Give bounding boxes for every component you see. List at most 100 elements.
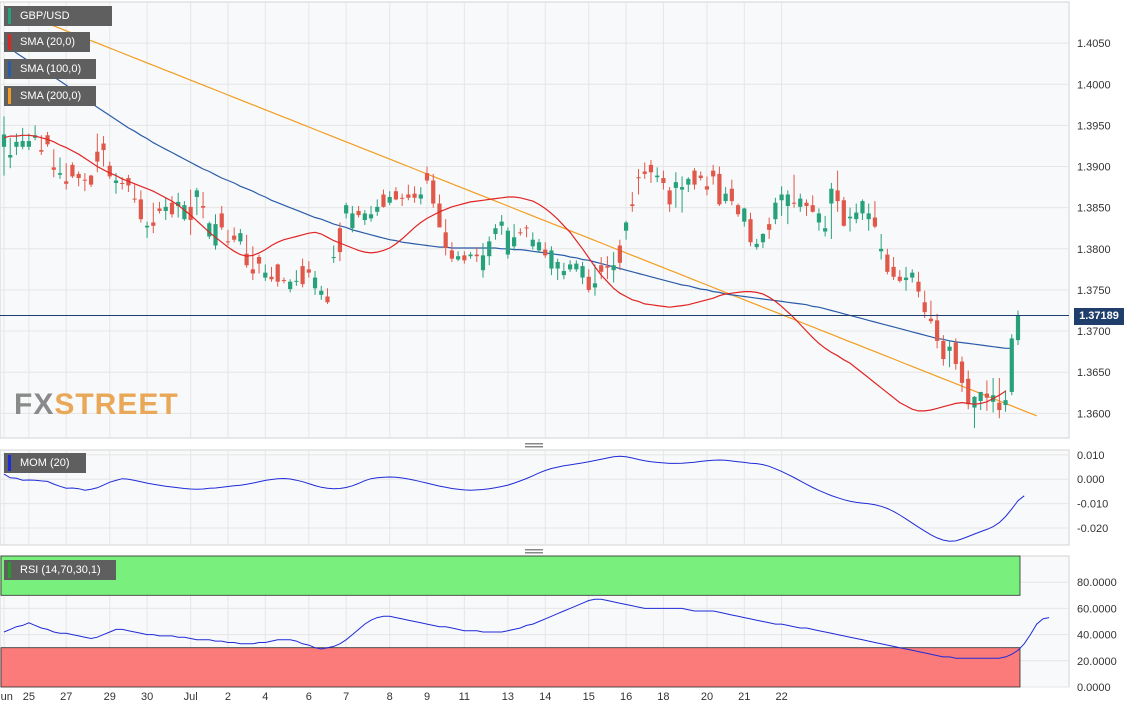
candle-body: [692, 170, 697, 185]
candle-body: [443, 232, 448, 248]
x-tick-label: 21: [738, 691, 750, 703]
candle-body: [294, 280, 299, 282]
candle-body: [250, 269, 255, 274]
legend-symbol-swatch: [8, 8, 11, 24]
candle-body: [344, 205, 349, 214]
candle-body: [959, 361, 965, 383]
candle-body: [51, 167, 56, 170]
candle-body: [431, 180, 436, 204]
candle-body: [57, 173, 63, 175]
candle-body: [903, 277, 909, 281]
candle-body: [387, 196, 392, 203]
candle-body: [555, 261, 560, 269]
candle-body: [704, 186, 710, 190]
candle-body: [393, 191, 399, 200]
candle-body: [630, 204, 635, 207]
candle-body: [586, 276, 591, 290]
price-tick-label: 1.4000: [1077, 79, 1111, 91]
candle-body: [935, 320, 940, 341]
candle-body: [82, 179, 87, 181]
x-tick-label: 29: [104, 691, 116, 703]
candle-body: [599, 265, 604, 272]
candle-body: [1009, 338, 1014, 392]
legend-rsi: RSI (14,70,30,1): [4, 560, 116, 580]
x-tick-label: 15: [583, 691, 595, 703]
candle-body: [1, 134, 7, 147]
candle-body: [916, 281, 921, 292]
candle-body: [487, 241, 492, 257]
candle-body: [941, 340, 946, 360]
candle-body: [325, 296, 330, 303]
x-tick-label: 27: [60, 691, 72, 703]
candle-body: [729, 188, 734, 202]
candle-body: [723, 193, 728, 202]
legend-sma100: SMA (100,0): [4, 59, 96, 79]
candle-body: [238, 233, 243, 242]
candle-body: [64, 181, 69, 184]
legend-sma20-swatch: [8, 34, 11, 50]
candle-body: [88, 175, 94, 185]
price-tick-label: 1.3600: [1077, 408, 1111, 420]
rsi-overbought-zone: [0, 555, 1021, 596]
candle-body: [642, 171, 647, 174]
candle-body: [39, 150, 44, 152]
candle-body: [281, 280, 287, 282]
candle-body: [798, 198, 803, 207]
sma200-line: [3, 5, 1037, 417]
candle-body: [132, 198, 137, 200]
candle-body: [269, 276, 274, 280]
candle-body: [437, 203, 442, 228]
rsi-line: [3, 598, 1050, 659]
candle-body: [543, 249, 548, 256]
candle-body: [101, 143, 106, 151]
candle-body: [673, 182, 678, 188]
candle-body: [966, 378, 971, 405]
candle-body: [70, 164, 75, 177]
candle-body: [350, 213, 355, 229]
candle-body: [418, 194, 423, 199]
candle-body: [847, 216, 853, 219]
price-tick-label: 1.3850: [1077, 203, 1111, 215]
candle-body: [879, 248, 884, 252]
candle-body: [499, 221, 504, 226]
legend-symbol-label: GBP/USD: [20, 10, 70, 22]
candle-body: [810, 205, 815, 212]
candle-body: [711, 170, 716, 177]
candle-body: [232, 235, 237, 240]
watermark-fx: FX: [14, 388, 55, 421]
x-tick-label: 18: [657, 691, 669, 703]
candle-body: [188, 206, 193, 220]
candle-body: [698, 175, 703, 179]
candle-body: [319, 290, 324, 295]
pane-resize-handle-2a: [525, 549, 543, 551]
candle-body: [829, 188, 834, 204]
fxstreet-watermark: FXSTREET: [14, 388, 179, 422]
mom-line: [3, 455, 1025, 542]
sma20-line: [3, 134, 1006, 412]
x-tick-label: 20: [701, 691, 713, 703]
legend-sma20-label: SMA (20,0): [20, 36, 76, 48]
candle-body: [530, 239, 535, 247]
candle-body: [767, 224, 772, 230]
candle-body: [854, 212, 859, 220]
x-tick-label: Jul: [184, 691, 198, 703]
candle-body: [580, 266, 585, 278]
x-tick-label: 2: [225, 691, 231, 703]
legend-mom: MOM (20): [4, 453, 86, 473]
x-tick-label: 25: [23, 691, 35, 703]
candle-body: [412, 193, 417, 198]
candle-body: [791, 202, 797, 204]
candle-body: [312, 277, 318, 289]
x-tick-label: 13: [502, 691, 514, 703]
x-tick-label: 9: [424, 691, 430, 703]
candle-body: [375, 206, 380, 212]
legend-sma200: SMA (200,0): [4, 86, 96, 106]
candle-body: [760, 233, 766, 243]
pane-resize-handle-2b: [525, 552, 543, 554]
x-tick-label: 14: [539, 691, 551, 703]
candle-body: [288, 281, 293, 290]
candle-body: [717, 173, 722, 205]
candle-body: [823, 228, 828, 232]
candle-body: [897, 276, 902, 281]
